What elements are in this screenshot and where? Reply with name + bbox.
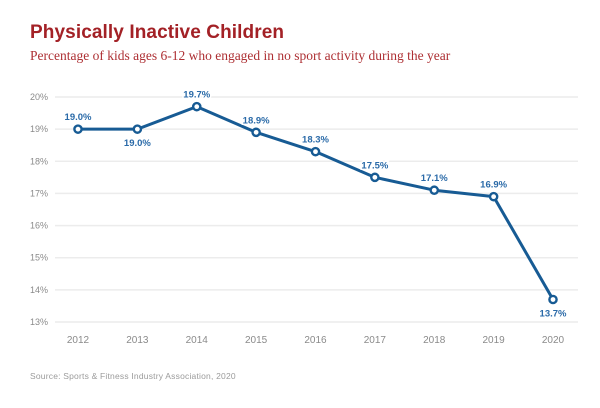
data-point-label: 18.9% [243, 115, 270, 126]
data-point-marker [310, 146, 321, 157]
x-axis-tick-label: 2018 [423, 335, 446, 346]
data-point-marker [548, 294, 558, 305]
x-axis-tick-label: 2014 [186, 335, 209, 346]
data-point-label: 18.3% [302, 135, 329, 146]
y-axis-tick-label: 16% [30, 221, 48, 231]
data-point-label: 19.0% [65, 112, 92, 123]
source-note: Source: Sports & Fitness Industry Associ… [30, 371, 236, 381]
data-point-marker [191, 101, 202, 112]
x-axis-tick-label: 2016 [304, 335, 327, 346]
data-point-marker [73, 124, 83, 134]
data-point-marker [488, 191, 499, 202]
x-axis-tick-label: 2019 [483, 335, 506, 346]
data-point-label: 17.5% [361, 160, 388, 171]
data-point-marker [251, 127, 261, 138]
data-point-label: 19.7% [183, 90, 210, 101]
y-axis-tick-label: 13% [30, 317, 48, 327]
x-axis-tick-label: 2012 [67, 335, 90, 346]
x-axis-tick-label: 2017 [364, 335, 387, 346]
y-axis-tick-label: 15% [30, 253, 48, 263]
x-axis-tick-label: 2015 [245, 335, 268, 346]
data-point-marker [429, 185, 440, 196]
y-axis-tick-label: 17% [30, 188, 48, 198]
chart-subtitle: Percentage of kids ages 6-12 who engaged… [30, 48, 451, 63]
x-axis-tick-label: 2020 [542, 335, 565, 346]
data-point-label: 16.9% [480, 180, 507, 191]
data-point-marker [132, 124, 143, 134]
data-point-label: 19.0% [124, 138, 151, 149]
data-point-label: 17.1% [421, 173, 448, 184]
data-point-marker [370, 172, 380, 183]
x-axis-tick-label: 2013 [126, 335, 149, 346]
y-axis-tick-label: 19% [30, 124, 48, 134]
y-axis-tick-label: 20% [30, 92, 48, 102]
chart-title: Physically Inactive Children [30, 22, 285, 43]
data-point-label: 13.7% [540, 309, 567, 320]
y-axis-tick-label: 18% [30, 156, 48, 166]
y-axis-tick-label: 14% [30, 285, 48, 295]
